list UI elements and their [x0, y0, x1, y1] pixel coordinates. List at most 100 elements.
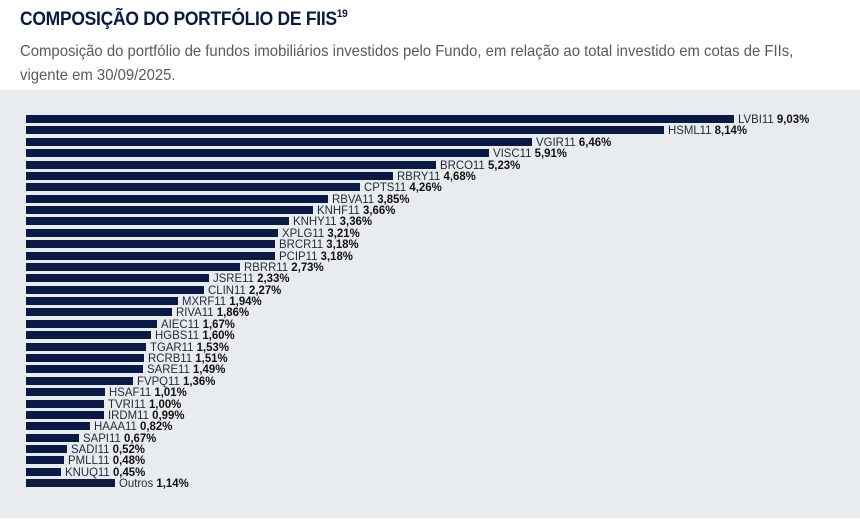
bar-label: CLIN11 2,27% — [208, 284, 281, 296]
value-label: 1,67% — [202, 316, 235, 331]
category-label: XPLG11 — [281, 225, 328, 240]
bar-sapi11 — [26, 433, 79, 442]
bar-hsaf11 — [26, 388, 106, 397]
bar-sadi11 — [26, 445, 67, 454]
bar-sare11 — [26, 365, 143, 374]
bar-label: RBRY11 4,68% — [397, 170, 476, 182]
bar-xplg11 — [26, 228, 278, 237]
bar-label: PMLL11 0,48% — [68, 454, 145, 466]
value-label: 2,73% — [291, 259, 324, 274]
value-label: 5,23% — [487, 157, 521, 172]
category-label: HGBS11 — [155, 328, 203, 343]
category-label: RIVA11 — [175, 305, 217, 320]
category-label: CLIN11 — [207, 282, 249, 297]
bar-label: SADI11 0,52% — [71, 443, 145, 455]
value-label: 1,51% — [195, 350, 229, 365]
value-label: 3,18% — [320, 248, 354, 263]
bar-tgar11 — [26, 342, 146, 351]
bar-label: KNHY11 3,36% — [293, 215, 372, 227]
value-label: 3,66% — [362, 203, 396, 218]
bar-jsre11 — [26, 274, 209, 283]
category-label: HSML11 — [668, 123, 715, 138]
value-label: 8,14% — [714, 123, 748, 138]
bar-label: HGBS11 1,60% — [155, 329, 235, 341]
category-label: PCIP11 — [279, 248, 321, 263]
bar-label: VISC11 5,91% — [493, 147, 567, 159]
value-label: 1,94% — [229, 294, 262, 309]
category-label: SAPI11 — [82, 430, 124, 445]
value-label: 1,53% — [196, 339, 229, 354]
category-label: LVBI11 — [737, 112, 777, 126]
value-label: 2,27% — [248, 282, 282, 297]
value-label: 3,18% — [326, 237, 359, 252]
bar-label: LVBI11 9,03% — [738, 113, 809, 125]
bar-label: HSML11 8,14% — [668, 124, 747, 136]
bar-label: KNUQ11 0,45% — [65, 466, 145, 478]
category-label: KNUQ11 — [65, 464, 114, 479]
footnote-marker: 19 — [336, 8, 348, 20]
chart-title: COMPOSIÇÃO DO PORTFÓLIO DE FIIS19 — [20, 8, 348, 31]
value-label: 1,14% — [156, 476, 190, 491]
category-label: FVPQ11 — [136, 373, 183, 388]
bar-label: VGIR11 6,46% — [536, 136, 611, 148]
bar-irdm11 — [26, 410, 104, 419]
value-label: 0,99% — [151, 407, 185, 422]
bar-hgbs11 — [26, 331, 152, 340]
bar-hsml11 — [26, 126, 665, 135]
category-label: VGIR11 — [536, 134, 580, 149]
bar-pmll11 — [26, 456, 64, 465]
bar-aiec11 — [26, 319, 157, 328]
value-label: 3,21% — [327, 225, 360, 240]
value-label: 1,36% — [182, 373, 215, 388]
bar-label: MXRF11 1,94% — [182, 295, 262, 307]
bar-label: SARE11 1,49% — [147, 363, 225, 375]
value-label: 0,52% — [112, 442, 145, 457]
category-label: RBRR11 — [244, 259, 292, 274]
bar-label: JSRE11 2,33% — [213, 272, 289, 284]
value-label: 9,03% — [776, 112, 810, 126]
bar-brcr11 — [26, 240, 276, 249]
bar-outros — [26, 479, 116, 488]
bar-label: RBRR11 2,73% — [244, 261, 324, 273]
bar-label: RBVA11 3,85% — [332, 193, 410, 205]
bar-knuq11 — [26, 467, 62, 476]
category-label: KNHF11 — [316, 203, 363, 218]
chart-subtitle: Composição do portfólio de fundos imobil… — [20, 43, 794, 84]
bar-label: AIEC11 1,67% — [161, 318, 235, 330]
value-label: 3,85% — [377, 191, 410, 206]
bar-rbry11 — [26, 171, 393, 180]
bar-knhy11 — [26, 217, 290, 226]
category-label: RCRB11 — [148, 350, 196, 365]
category-label: BRCR11 — [279, 237, 327, 252]
category-label: Outros — [119, 476, 157, 491]
bar-label: IRDM11 0,99% — [108, 409, 184, 421]
category-label: VISC11 — [493, 146, 535, 161]
bar-label: RCRB11 1,51% — [148, 352, 228, 364]
category-label: RBVA11 — [331, 191, 378, 206]
bar-label: BRCR11 3,18% — [279, 238, 359, 250]
bar-pcip11 — [26, 251, 276, 260]
bar-knhf11 — [26, 206, 313, 215]
bar-mxrf11 — [26, 297, 179, 306]
value-label: 6,46% — [579, 134, 612, 149]
bar-lvbi11 — [26, 115, 734, 123]
value-label: 2,33% — [256, 271, 290, 286]
bar-label: RIVA11 1,86% — [176, 306, 249, 318]
value-label: 1,86% — [216, 305, 249, 320]
bar-riva11 — [26, 308, 172, 317]
chart-title-text: COMPOSIÇÃO DO PORTFÓLIO DE FIIS — [20, 9, 337, 30]
bar-label: FVPQ11 1,36% — [137, 375, 215, 387]
category-label: KNHY11 — [293, 214, 341, 229]
bar-label: BRCO11 5,23% — [440, 159, 520, 171]
bar-visc11 — [26, 149, 490, 158]
bar-brco11 — [26, 160, 437, 169]
bar-label: HSAF11 1,01% — [109, 386, 187, 398]
category-label: JSRE11 — [212, 271, 257, 286]
bar-label: HAAA11 0,82% — [94, 420, 172, 432]
value-label: 1,49% — [192, 362, 226, 377]
bar-label: TVRI11 1,00% — [108, 398, 181, 410]
category-label: SADI11 — [70, 442, 113, 457]
category-label: BRCO11 — [440, 157, 488, 172]
bar-clin11 — [26, 285, 204, 294]
bar-label: KNHF11 3,66% — [317, 204, 395, 216]
